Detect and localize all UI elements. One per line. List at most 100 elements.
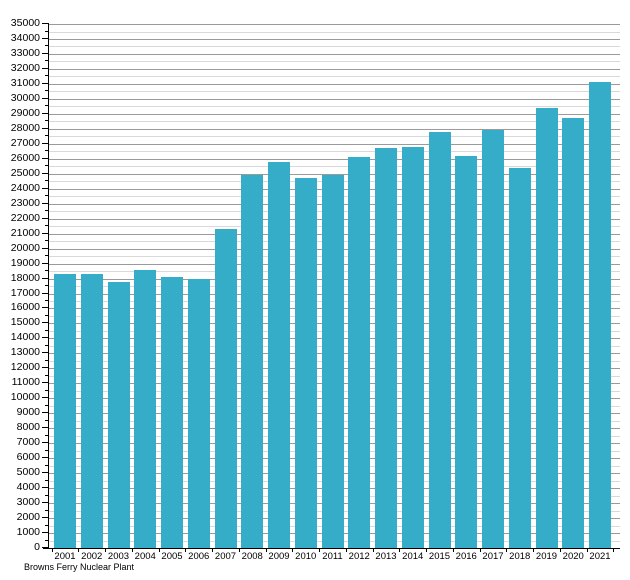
x-tick-label-2004: 2004 bbox=[134, 551, 156, 562]
y-tick bbox=[45, 180, 49, 182]
y-tick bbox=[45, 464, 49, 466]
y-tick-label-8000: 8000 bbox=[16, 421, 40, 434]
y-tick-label-32000: 32000 bbox=[10, 61, 40, 74]
y-tick bbox=[42, 352, 49, 354]
y-tick bbox=[42, 202, 49, 204]
y-tick bbox=[42, 67, 49, 69]
x-tick-label-2007: 2007 bbox=[214, 551, 237, 562]
x-axis-line bbox=[43, 548, 620, 549]
y-tick-label-33000: 33000 bbox=[10, 46, 40, 59]
y-tick bbox=[45, 90, 49, 92]
x-tick bbox=[292, 549, 294, 552]
y-axis-line bbox=[48, 24, 49, 549]
y-tick-label-11000: 11000 bbox=[11, 376, 40, 389]
y-tick bbox=[42, 412, 49, 414]
x-tick-label-2013: 2013 bbox=[375, 551, 397, 562]
y-tick bbox=[45, 524, 49, 526]
x-tick-label-2017: 2017 bbox=[482, 551, 504, 562]
y-tick bbox=[45, 389, 49, 391]
y-tick bbox=[45, 314, 49, 316]
y-tick-label-14000: 14000 bbox=[10, 331, 40, 344]
x-tick-label-2001: 2001 bbox=[54, 551, 76, 562]
y-tick bbox=[42, 322, 49, 324]
y-tick-label-31000: 31000 bbox=[10, 76, 40, 89]
x-tick-label-2003: 2003 bbox=[107, 551, 130, 562]
y-tick-label-19000: 19000 bbox=[10, 256, 40, 269]
bar-2015 bbox=[428, 131, 451, 548]
gridline-major bbox=[49, 128, 620, 130]
y-tick bbox=[42, 232, 49, 234]
x-tick bbox=[586, 549, 588, 552]
x-tick-label-2021: 2021 bbox=[589, 551, 611, 562]
y-tick bbox=[42, 142, 49, 144]
bar-2006 bbox=[187, 278, 210, 548]
bar-2020 bbox=[562, 118, 585, 548]
y-tick bbox=[45, 449, 49, 451]
y-tick bbox=[45, 494, 49, 496]
x-tick bbox=[345, 549, 347, 552]
y-tick-label-1000: 1000 bbox=[16, 526, 40, 539]
y-tick-label-6000: 6000 bbox=[16, 451, 40, 464]
x-tick bbox=[319, 549, 321, 552]
y-tick bbox=[42, 457, 49, 459]
bar-2002 bbox=[80, 274, 103, 548]
y-tick bbox=[45, 45, 49, 47]
y-tick-label-25000: 25000 bbox=[10, 166, 40, 179]
y-tick bbox=[42, 277, 49, 279]
y-tick bbox=[45, 150, 49, 152]
x-tick bbox=[131, 549, 133, 552]
x-tick bbox=[559, 549, 561, 552]
y-tick-label-29000: 29000 bbox=[10, 106, 40, 119]
y-tick bbox=[42, 427, 49, 429]
y-tick-label-21000: 21000 bbox=[10, 226, 40, 239]
y-tick-label-34000: 34000 bbox=[10, 31, 40, 44]
y-tick bbox=[42, 23, 49, 24]
y-tick-label-24000: 24000 bbox=[10, 181, 40, 194]
x-tick-label-2014: 2014 bbox=[402, 551, 424, 562]
x-tick-label-2012: 2012 bbox=[348, 551, 370, 562]
y-tick-label-15000: 15000 bbox=[10, 316, 40, 329]
y-tick-label-3000: 3000 bbox=[16, 496, 40, 509]
x-tick-label-2016: 2016 bbox=[455, 551, 477, 562]
y-tick bbox=[42, 397, 49, 399]
gridline-major bbox=[49, 38, 620, 40]
x-tick bbox=[372, 549, 374, 552]
y-tick bbox=[45, 270, 49, 272]
bar-2010 bbox=[294, 178, 317, 548]
y-tick bbox=[45, 299, 49, 301]
y-tick-label-20000: 20000 bbox=[10, 241, 40, 254]
y-tick bbox=[42, 532, 49, 534]
x-tick bbox=[51, 549, 53, 552]
y-tick bbox=[45, 344, 49, 346]
x-axis-ticks bbox=[49, 549, 620, 552]
bar-2004 bbox=[134, 269, 157, 548]
gridline-minor bbox=[49, 46, 620, 48]
y-tick-label-16000: 16000 bbox=[10, 301, 40, 314]
x-tick bbox=[426, 549, 428, 552]
y-tick bbox=[42, 292, 49, 294]
y-tick bbox=[45, 539, 49, 541]
bar-2014 bbox=[401, 146, 424, 548]
x-tick bbox=[212, 549, 214, 552]
x-tick-label-2006: 2006 bbox=[188, 551, 210, 562]
y-tick-label-13000: 13000 bbox=[10, 346, 40, 359]
y-tick bbox=[45, 285, 49, 286]
y-tick bbox=[45, 240, 49, 242]
y-tick bbox=[45, 329, 49, 331]
y-tick-label-10000: 10000 bbox=[10, 391, 40, 404]
y-tick bbox=[42, 52, 49, 54]
bar-2021 bbox=[589, 82, 611, 548]
bar-2011 bbox=[321, 175, 344, 548]
y-tick-label-28000: 28000 bbox=[10, 121, 40, 134]
x-tick bbox=[506, 549, 508, 552]
y-tick bbox=[45, 479, 49, 481]
y-tick bbox=[45, 210, 49, 212]
y-axis-labels: 0 1000 2000 3000 4000 5000 6000 7000 8000 9000 100… bbox=[0, 17, 40, 553]
x-tick bbox=[105, 549, 107, 552]
bar-2005 bbox=[161, 277, 183, 548]
y-tick bbox=[42, 157, 49, 159]
gridline-minor bbox=[49, 31, 620, 33]
y-tick-label-35000: 35000 bbox=[10, 17, 40, 29]
y-tick bbox=[42, 487, 49, 489]
